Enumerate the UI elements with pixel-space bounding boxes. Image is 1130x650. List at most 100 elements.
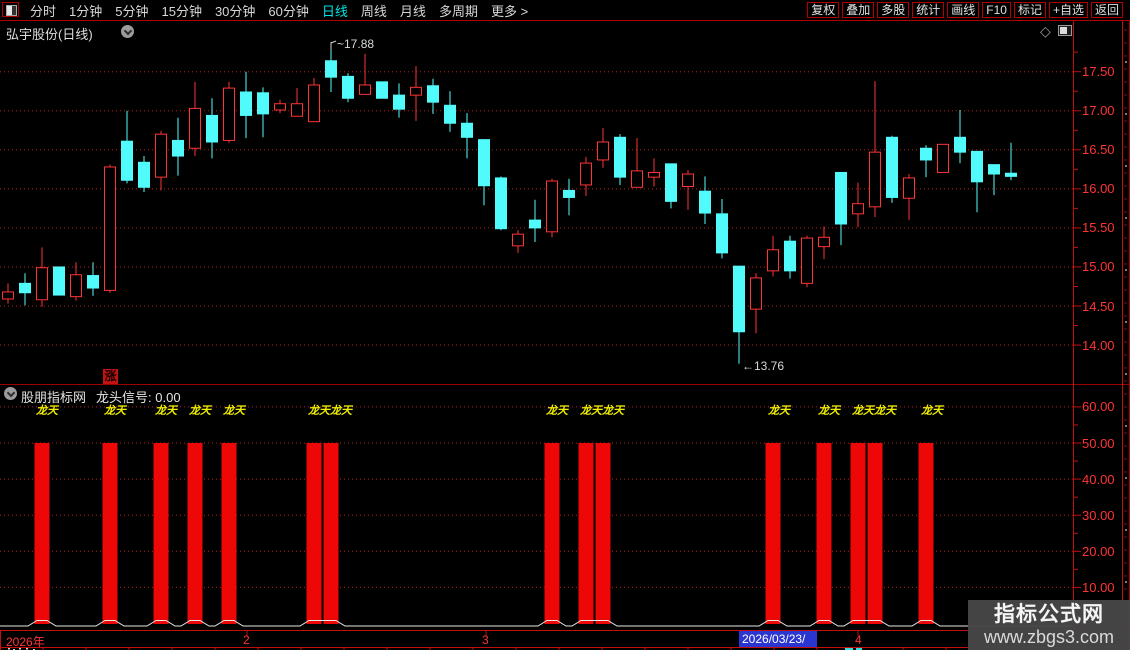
candle-down xyxy=(461,122,473,138)
signal-bar xyxy=(34,443,50,624)
toolbar-period-1[interactable]: 1分钟 xyxy=(69,3,103,19)
chevron-down-icon[interactable] xyxy=(121,25,134,38)
indicator-signal-value: 0.00 xyxy=(155,390,181,405)
toolbar-button-8[interactable]: 返回 xyxy=(1090,2,1123,18)
signal-bar xyxy=(918,443,934,624)
toolbar-button-2[interactable]: 多股 xyxy=(877,2,910,18)
indicator-axis-label: 20.00 xyxy=(1082,543,1115,559)
toolbar-period-3[interactable]: 15分钟 xyxy=(161,3,202,19)
candle-down xyxy=(495,177,507,230)
split-view-icon[interactable] xyxy=(1058,25,1072,36)
candle-up xyxy=(937,143,949,173)
low-annotation: ←13.76 xyxy=(742,359,785,373)
toolbar-period-6[interactable]: 日线 xyxy=(321,3,348,19)
high-annotation: ~17.88 xyxy=(337,37,375,51)
candle-down xyxy=(172,139,184,157)
signal-label: 龙天 xyxy=(546,405,568,417)
signal-label: 龙天 xyxy=(104,405,126,417)
x-axis-label: 2 xyxy=(243,633,250,647)
price-axis-label: 15.00 xyxy=(1082,259,1115,275)
candle-down xyxy=(444,104,456,124)
toolbar-period-7[interactable]: 周线 xyxy=(360,3,387,19)
signal-bar xyxy=(306,443,322,624)
signal-label: 龙天 xyxy=(921,405,943,417)
candle-down xyxy=(240,91,252,116)
toolbar-button-1[interactable]: 叠加 xyxy=(842,2,875,18)
price-axis-label: 17.50 xyxy=(1082,64,1115,80)
candle-up xyxy=(903,177,915,199)
candle-up xyxy=(410,86,422,96)
candle-up xyxy=(801,237,813,284)
candle-down xyxy=(886,136,898,198)
signal-bar xyxy=(578,443,594,624)
candle-up xyxy=(189,107,201,149)
candle-down xyxy=(376,81,388,99)
candle-up xyxy=(818,236,830,248)
candle-up xyxy=(512,233,524,247)
price-axis-label: 14.00 xyxy=(1082,337,1115,353)
candle-down xyxy=(87,275,99,289)
toolbar-period-0[interactable]: 分时 xyxy=(30,3,57,19)
watermark-url: www.zbgs3.com xyxy=(983,626,1115,647)
candle-up xyxy=(291,103,303,117)
signal-bar xyxy=(187,443,203,624)
candle-down xyxy=(257,92,269,115)
toolbar-button-0[interactable]: 复权 xyxy=(807,2,840,18)
candle-down xyxy=(988,164,1000,175)
toolbar-period-10[interactable]: 更多 > xyxy=(490,3,529,19)
candle-down xyxy=(614,136,626,178)
x-axis-label: 2026年 xyxy=(6,635,45,649)
toolbar-period-8[interactable]: 月线 xyxy=(399,3,426,19)
candle-up xyxy=(767,249,779,272)
toolbar-button-3[interactable]: 统计 xyxy=(912,2,945,18)
signal-label: 龙天龙天 xyxy=(852,405,896,417)
candle-down xyxy=(342,75,354,99)
signal-label: 龙天 xyxy=(818,405,840,417)
diamond-icon[interactable]: ◇ xyxy=(1040,23,1051,39)
candle-up xyxy=(36,267,48,301)
candle-down xyxy=(699,190,711,214)
layout-icon[interactable] xyxy=(2,2,19,17)
candle-down xyxy=(920,147,932,161)
toolbar-button-4[interactable]: 画线 xyxy=(947,2,980,18)
signal-bar xyxy=(544,443,560,624)
price-axis-label: 16.50 xyxy=(1082,142,1115,158)
signal-bar xyxy=(867,443,883,624)
toolbar-button-7[interactable]: +自选 xyxy=(1048,2,1088,18)
indicator-baseline xyxy=(0,620,1073,627)
indicator-source: 股朋指标网 xyxy=(21,390,87,405)
candle-up xyxy=(682,173,694,188)
toolbar-period-5[interactable]: 60分钟 xyxy=(268,3,309,19)
indicator-axis-label: 40.00 xyxy=(1082,471,1115,487)
watermark-title: 指标公式网 xyxy=(994,602,1104,626)
candle-down xyxy=(121,140,133,181)
indicator-chevron-icon[interactable] xyxy=(4,387,17,400)
signal-bar xyxy=(323,443,339,624)
rise-badge: 涨 xyxy=(103,369,118,384)
toolbar-period-4[interactable]: 30分钟 xyxy=(214,3,256,19)
candle-up xyxy=(750,277,762,310)
signal-label: 龙天龙天 xyxy=(308,405,352,417)
candle-up xyxy=(70,274,82,298)
candle-down xyxy=(716,213,728,254)
signal-label: 龙天龙天 xyxy=(580,405,624,417)
signal-bar xyxy=(102,443,118,624)
watermark: 指标公式网 www.zbgs3.com xyxy=(968,600,1130,650)
indicator-signal-label: 龙头信号: xyxy=(96,390,152,405)
indicator-axis-label: 10.00 xyxy=(1082,579,1115,595)
candle-down xyxy=(53,266,65,296)
candle-up xyxy=(2,291,14,300)
candle-down xyxy=(206,114,218,143)
toolbar-button-6[interactable]: 标记 xyxy=(1013,2,1046,18)
toolbar-button-5[interactable]: F10 xyxy=(982,2,1011,18)
candle-up xyxy=(580,162,592,186)
candle-up xyxy=(308,84,320,123)
signal-bar xyxy=(816,443,832,624)
candle-down xyxy=(138,161,150,188)
candle-down xyxy=(954,136,966,153)
price-axis-label: 17.00 xyxy=(1082,103,1115,119)
toolbar-period-9[interactable]: 多周期 xyxy=(438,3,478,19)
toolbar-period-2[interactable]: 5分钟 xyxy=(115,3,149,19)
signal-bar xyxy=(153,443,169,624)
